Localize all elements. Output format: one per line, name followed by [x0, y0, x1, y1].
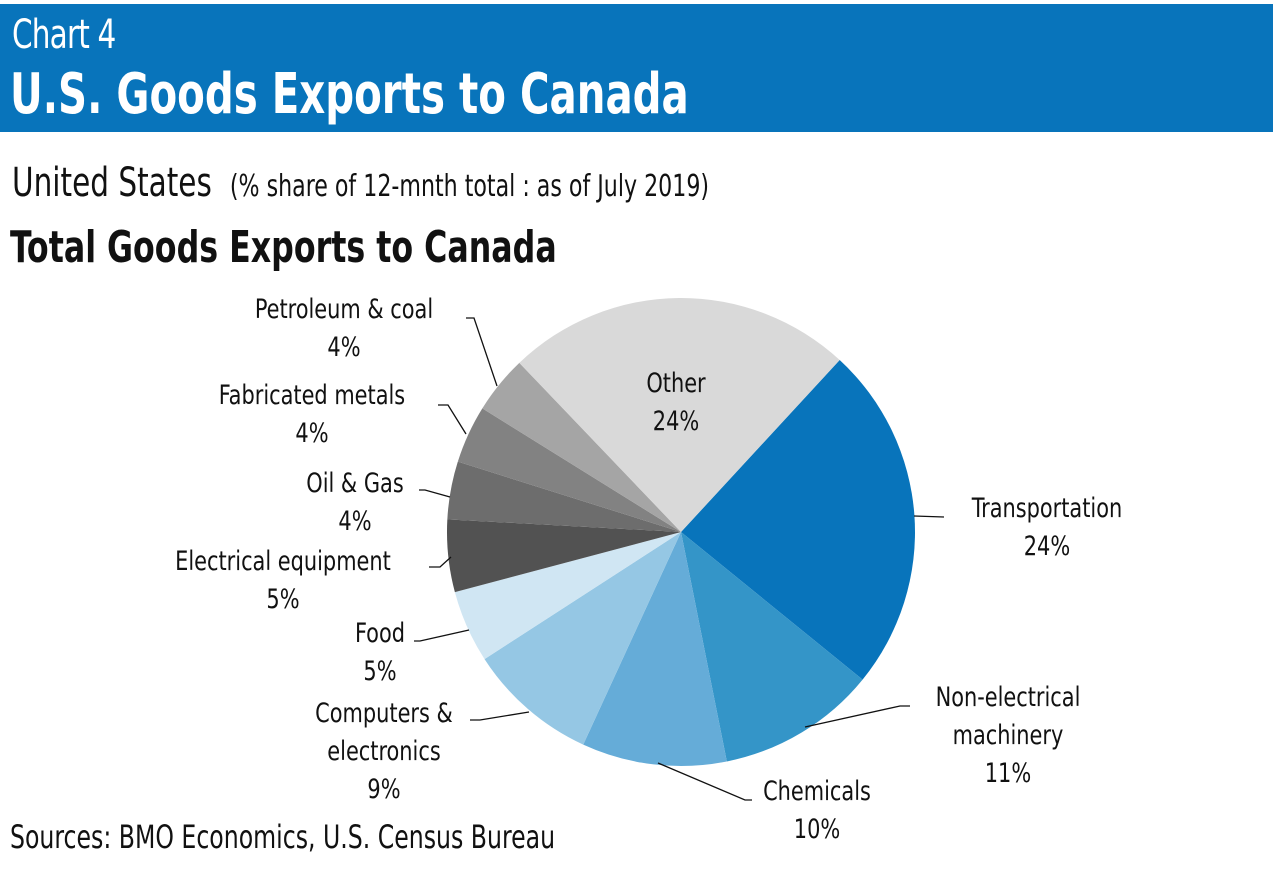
pie-slice-other	[519, 298, 840, 532]
source-note: Sources: BMO Economics, U.S. Census Bure…	[10, 818, 556, 856]
pie-slice-food	[454, 532, 681, 660]
leader-line-non-electrical-machinery	[804, 705, 910, 728]
subtitle: United States (% share of 12-mnth total :…	[12, 160, 709, 206]
slice-name: Transportation	[971, 492, 1122, 523]
leader-line-petroleum-coal	[466, 317, 498, 387]
slice-name: Computers &	[315, 697, 453, 728]
slice-name: Petroleum & coal	[255, 293, 433, 324]
slice-value: 11%	[985, 757, 1031, 788]
slice-label-non-electrical-machinery: Non-electrical machinery 11%	[936, 681, 1081, 788]
subtitle-note: (% share of 12-mnth total : as of July 2…	[229, 169, 710, 204]
slice-label-other: Other 24%	[646, 367, 706, 436]
slice-name: machinery	[953, 719, 1064, 750]
slice-value: 24%	[1024, 530, 1070, 561]
slice-name: electronics	[327, 735, 440, 766]
chart-title: U.S. Goods Exports to Canada	[10, 62, 689, 127]
leader-lines	[414, 317, 945, 801]
slice-label-petroleum-coal: Petroleum & coal 4%	[255, 293, 433, 362]
leader-line-chemicals	[657, 762, 752, 801]
slice-label-food: Food 5%	[355, 617, 405, 686]
slice-name: Non-electrical	[936, 681, 1081, 712]
slice-label-transportation: Transportation 24%	[971, 492, 1122, 561]
pie-slice-computers-electronics	[484, 532, 681, 745]
leader-line-transportation	[913, 515, 945, 518]
leader-line-food	[414, 629, 470, 642]
leader-line-fabricated-metals	[438, 404, 467, 435]
leader-line-computers-electronics	[470, 711, 530, 721]
slice-label-chemicals: Chemicals 10%	[763, 775, 871, 844]
pie-slice-petroleum-coal	[482, 362, 681, 532]
pie-slice-fabricated-metals	[457, 408, 681, 532]
header-banner: Chart 4 U.S. Goods Exports to Canada	[0, 4, 1273, 132]
slice-label-fabricated-metals: Fabricated metals 4%	[219, 379, 405, 448]
slice-value: 4%	[295, 417, 328, 448]
slice-name: Chemicals	[763, 775, 871, 806]
slice-label-oil-gas: Oil & Gas 4%	[306, 467, 403, 536]
slice-value: 9%	[367, 773, 400, 804]
pie-slice-oil-gas	[447, 461, 681, 532]
slice-name: Electrical equipment	[175, 545, 391, 576]
leader-line-electrical-equipment	[429, 556, 452, 568]
pie-slice-non-electrical-machinery	[681, 532, 863, 762]
slice-value: 5%	[363, 655, 396, 686]
section-title: Total Goods Exports to Canada	[10, 222, 557, 273]
pie-slice-chemicals	[583, 532, 727, 766]
leader-line-oil-gas	[419, 489, 451, 498]
slice-labels: Transportation 24% Non-electrical machinery…	[175, 293, 1122, 844]
slice-value: 24%	[653, 405, 699, 436]
slice-value: 5%	[266, 583, 299, 614]
slice-name: Fabricated metals	[219, 379, 405, 410]
slice-label-electrical-equipment: Electrical equipment 5%	[175, 545, 391, 614]
slice-name: Oil & Gas	[306, 467, 403, 498]
slice-value: 4%	[338, 505, 371, 536]
slice-value: 10%	[794, 813, 840, 844]
pie-slices	[446, 298, 915, 766]
slice-label-computers-electronics: Computers & electronics 9%	[315, 697, 453, 804]
slice-name: Food	[355, 617, 405, 648]
slice-name: Other	[646, 367, 706, 398]
subtitle-country: United States	[12, 160, 212, 206]
pie-slice-electrical-equipment	[446, 519, 681, 593]
chart-number: Chart 4	[12, 12, 116, 58]
slice-value: 4%	[327, 331, 360, 362]
pie-slice-transportation	[681, 360, 915, 680]
